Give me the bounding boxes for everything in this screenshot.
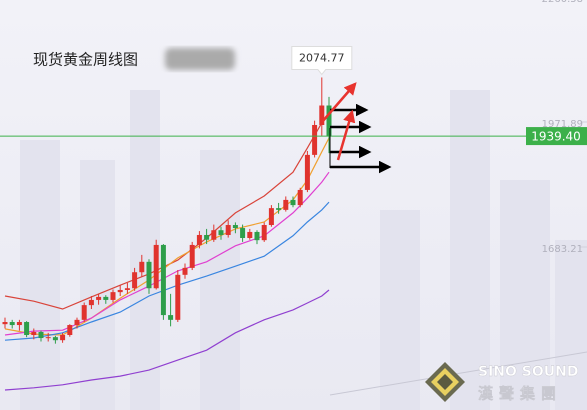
- candle-body: [204, 234, 210, 240]
- candle-body: [225, 225, 231, 235]
- candle-body: [153, 244, 159, 289]
- candle-body: [67, 325, 73, 336]
- candle-body: [24, 322, 30, 336]
- candle-body: [168, 315, 174, 320]
- candle-body: [2, 322, 8, 325]
- candle-body: [16, 322, 22, 326]
- callout-box: [291, 45, 353, 76]
- candle-body: [60, 335, 66, 341]
- candle-body: [38, 331, 44, 339]
- watermark-name: 漢聲集團: [478, 385, 562, 403]
- candle-body: [276, 208, 282, 210]
- candle-body: [132, 272, 138, 289]
- candle-body: [218, 230, 224, 235]
- candle-body: [124, 288, 130, 290]
- candle-body: [240, 228, 246, 239]
- candle-body: [189, 244, 195, 268]
- candle-body: [268, 208, 274, 226]
- ma-line: [4, 289, 330, 391]
- candle-body: [74, 319, 80, 326]
- watermark-brand: SINO SOUND: [478, 364, 578, 380]
- candle-body: [182, 267, 188, 275]
- candle-body: [254, 231, 260, 241]
- y-tick-label: 1683.21: [542, 244, 583, 255]
- candle-body: [312, 124, 318, 155]
- last-price-tag: [526, 127, 587, 146]
- candle-body: [326, 105, 332, 137]
- candle-body: [9, 322, 15, 326]
- candle-body: [146, 261, 152, 289]
- candle-body: [81, 305, 87, 320]
- candle-body: [31, 331, 37, 336]
- candle-body: [261, 225, 267, 241]
- candle-body: [232, 225, 238, 229]
- candle-body: [160, 244, 166, 316]
- candle-body: [319, 105, 325, 125]
- candle-body: [304, 154, 310, 190]
- watermark: SINO SOUND 漢聲集團: [425, 362, 579, 403]
- candle-body: [88, 299, 94, 306]
- callout-label: 2074.77: [299, 51, 345, 64]
- annotation-arrows: [321, 82, 392, 174]
- candle-body: [196, 234, 202, 245]
- candle-body: [297, 189, 303, 206]
- background-buildings: [20, 90, 587, 410]
- candle-body: [110, 292, 116, 300]
- candle-body: [96, 296, 102, 300]
- candle-body: [175, 274, 181, 320]
- candle-body: [117, 289, 123, 293]
- decor-line: [329, 351, 587, 396]
- y-tick-label: 2260.58: [542, 0, 583, 5]
- plot: 2260.58 1971.89 1683.21 1939.40 2074.77: [0, 0, 587, 391]
- candle-body: [103, 296, 109, 300]
- y-tick-label: 1971.89: [542, 119, 583, 130]
- blurred-label: [165, 48, 235, 70]
- candle-body: [52, 337, 58, 341]
- candle-body: [290, 199, 296, 206]
- chart-title: 现货黄金周线图: [33, 51, 138, 69]
- candle-body: [247, 231, 253, 239]
- candle-body: [211, 230, 217, 240]
- candle-body: [139, 261, 145, 273]
- last-price-label: 1939.40: [531, 130, 581, 144]
- candle-body: [283, 199, 289, 210]
- candle-body: [45, 337, 51, 339]
